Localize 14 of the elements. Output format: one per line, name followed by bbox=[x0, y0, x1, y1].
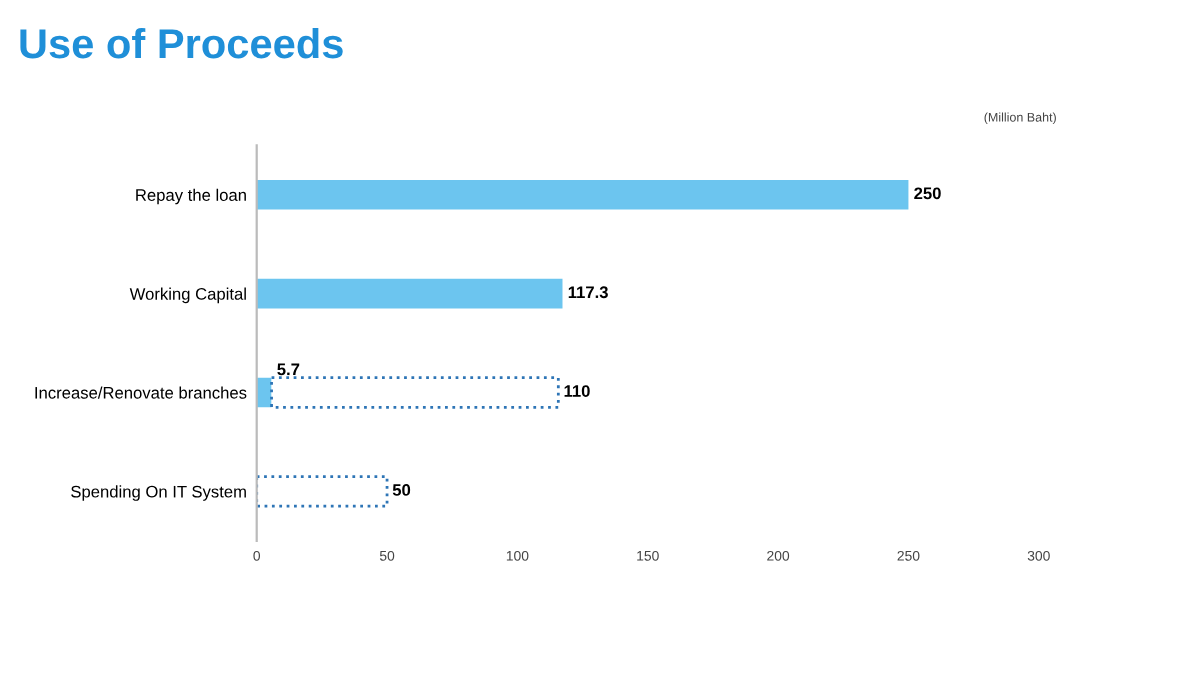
y-tick-label: Working Capital bbox=[129, 287, 246, 304]
y-tick-label: Increase/Renovate branches bbox=[35, 386, 247, 399]
bar bbox=[256, 179, 909, 210]
data-label: 250 bbox=[914, 187, 941, 200]
data-label: 117.3 bbox=[568, 286, 608, 299]
bar bbox=[270, 376, 560, 409]
y-tick-label: Spending On IT System bbox=[71, 485, 246, 501]
bar bbox=[256, 278, 563, 309]
chart-title: Use of Proceeds bbox=[20, 27, 343, 59]
data-label: 50 bbox=[392, 484, 411, 496]
data-label: 5.7 bbox=[277, 363, 300, 376]
y-tick-label: Repay the loan bbox=[136, 188, 246, 205]
data-label: 110 bbox=[564, 385, 590, 397]
bar bbox=[256, 475, 389, 508]
